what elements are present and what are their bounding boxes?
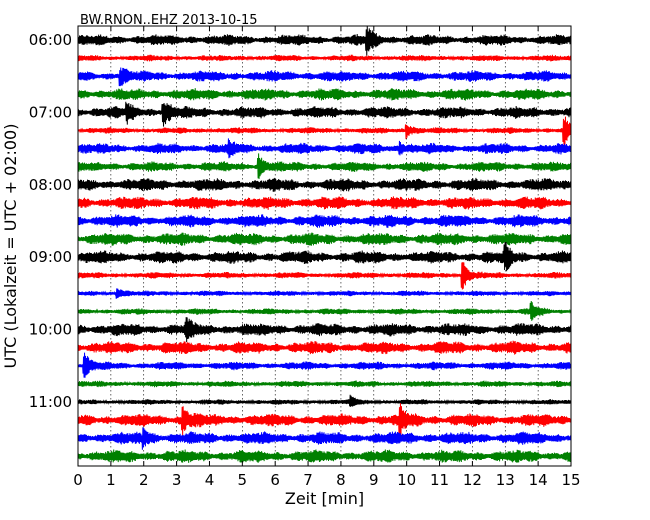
- x-tick-label: 11: [430, 471, 449, 489]
- trace-1100: [77, 394, 572, 407]
- x-tick-label: 2: [139, 471, 149, 489]
- y-tick-label: 11:00: [29, 393, 72, 411]
- x-axis-label: Zeit [min]: [285, 489, 364, 508]
- trace-1115: [77, 403, 572, 437]
- x-tick-label: 9: [369, 471, 379, 489]
- trace-0945: [77, 301, 572, 321]
- x-axis-ticks: 0 1 2 3 4 5 6 7 8 9 10 11 12 13 14 15: [73, 26, 581, 489]
- trace-0630: [77, 67, 572, 87]
- seismic-traces: [77, 26, 572, 463]
- x-tick-label: 13: [496, 471, 515, 489]
- trace-0745: [77, 153, 572, 179]
- trace-1030: [77, 352, 572, 378]
- trace-0900: [77, 242, 572, 272]
- x-tick-label: 15: [561, 471, 580, 489]
- trace-0815: [77, 196, 572, 210]
- y-axis-ticks: 06:00 07:00 08:00 09:00 10:00 11:00: [29, 31, 571, 411]
- x-tick-label: 8: [336, 471, 346, 489]
- x-tick-label: 14: [529, 471, 548, 489]
- trace-0645: [77, 88, 572, 101]
- trace-0700: [77, 101, 572, 127]
- y-axis-label: UTC (Lokalzeit = UTC + 02:00): [1, 124, 20, 369]
- trace-0800: [77, 177, 572, 192]
- x-tick-label: 4: [205, 471, 215, 489]
- trace-0730: [77, 138, 572, 159]
- x-tick-label: 0: [73, 471, 83, 489]
- trace-0930: [77, 288, 572, 299]
- trace-0830: [77, 214, 572, 228]
- y-tick-label: 07:00: [29, 103, 72, 121]
- trace-1145: [77, 449, 572, 463]
- trace-0600: [77, 26, 572, 56]
- y-tick-label: 08:00: [29, 176, 72, 194]
- trace-1015: [77, 340, 572, 355]
- plot-frame: [77, 25, 572, 467]
- x-tick-label: 7: [303, 471, 313, 489]
- trace-1000: [77, 317, 572, 343]
- y-tick-label: 10:00: [29, 321, 72, 339]
- x-tick-label: 3: [172, 471, 182, 489]
- x-tick-label: 6: [270, 471, 280, 489]
- trace-0715: [77, 116, 572, 147]
- y-tick-label: 09:00: [29, 248, 72, 266]
- trace-1045: [77, 380, 572, 388]
- y-tick-label: 06:00: [29, 31, 72, 49]
- trace-0915: [77, 262, 572, 290]
- x-tick-label: 1: [106, 471, 116, 489]
- x-tick-label: 5: [238, 471, 248, 489]
- trace-1130: [77, 427, 572, 450]
- trace-0845: [77, 232, 572, 246]
- chart-title: BW.RNON..EHZ 2013-10-15: [80, 13, 258, 28]
- trace-0615: [77, 54, 572, 62]
- x-tick-label: 12: [463, 471, 482, 489]
- x-tick-label: 10: [397, 471, 416, 489]
